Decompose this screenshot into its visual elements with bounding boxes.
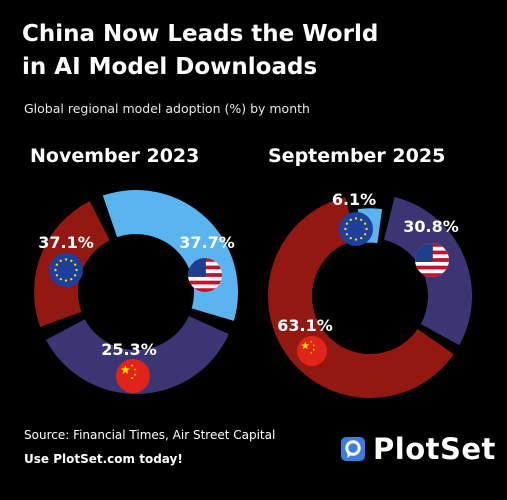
chart-subtitle: Global regional model adoption (%) by mo… xyxy=(24,101,310,116)
brand-name: PlotSet xyxy=(373,432,496,466)
slice-eu xyxy=(102,190,239,321)
slice-usa xyxy=(45,315,229,395)
data-label-china: 63.1% xyxy=(277,316,333,335)
plotset-logo-icon xyxy=(341,437,365,461)
eu-flag-icon xyxy=(49,253,83,287)
china-flag-icon xyxy=(116,359,150,393)
chart-title-november-2023: November 2023 xyxy=(30,145,200,167)
donut-chart-1: 6.1% 30.8% 63.1% xyxy=(268,190,473,398)
brand-logo: PlotSet xyxy=(340,432,496,466)
chart-title-september-2025: September 2025 xyxy=(268,145,446,167)
data-label-eu: 6.1% xyxy=(332,190,376,209)
data-label-china: 25.3% xyxy=(101,340,157,359)
source-note: Source: Financial Times, Air Street Capi… xyxy=(24,428,276,442)
title-line-2: in AI Model Downloads xyxy=(22,54,318,80)
donut-chart-0: 37.1% 37.7% 25.3% xyxy=(33,190,239,395)
eu-flag-icon xyxy=(339,212,373,246)
usa-flag-icon xyxy=(415,243,449,277)
usa-flag-icon xyxy=(188,258,222,292)
data-label-usa: 37.7% xyxy=(179,233,235,252)
data-label-usa: 30.8% xyxy=(403,217,459,236)
title-line-1: China Now Leads the World xyxy=(22,21,379,47)
chart-main-title: China Now Leads the World in AI Model Do… xyxy=(22,18,492,84)
cta-link[interactable]: Use PlotSet.com today! xyxy=(24,452,183,466)
china-flag-icon xyxy=(297,336,327,366)
data-label-eu: 37.1% xyxy=(38,233,94,252)
